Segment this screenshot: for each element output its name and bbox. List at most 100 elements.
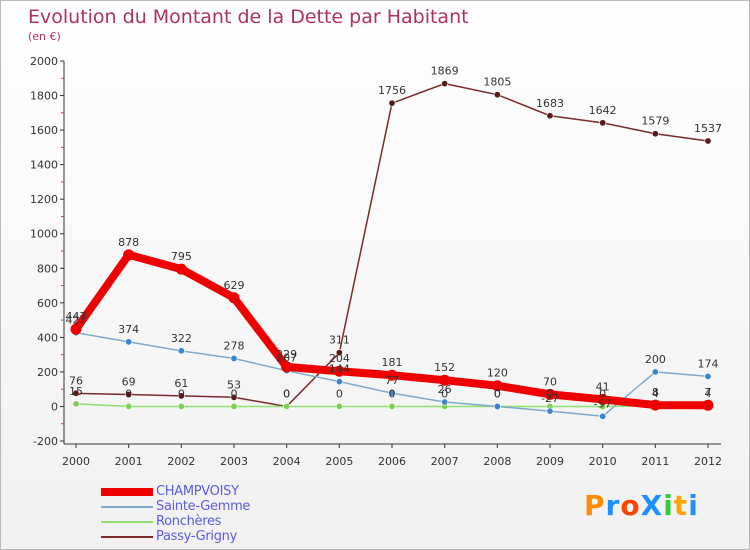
legend-label: CHAMPVOISY bbox=[156, 484, 239, 499]
data-label: 0 bbox=[231, 387, 238, 400]
y-tick-label: 600 bbox=[37, 297, 58, 310]
data-label: 0 bbox=[547, 387, 554, 400]
logo-letter: r bbox=[605, 489, 621, 522]
x-tick-label: 2004 bbox=[273, 455, 301, 468]
chart-title: Evolution du Montant de la Dette par Hab… bbox=[28, 6, 469, 28]
data-label: 53 bbox=[227, 378, 241, 391]
x-tick-label: 2008 bbox=[483, 455, 511, 468]
data-point bbox=[439, 374, 451, 386]
data-point bbox=[230, 354, 238, 362]
data-point bbox=[175, 263, 187, 275]
x-tick-label: 2003 bbox=[220, 455, 248, 468]
logo-letter: P bbox=[584, 489, 606, 522]
data-label: 0 bbox=[494, 387, 501, 400]
data-label: 0 bbox=[283, 387, 290, 400]
data-point bbox=[70, 323, 82, 335]
data-label: 7 bbox=[705, 386, 712, 399]
data-label: 427 bbox=[66, 314, 87, 327]
data-point bbox=[125, 338, 133, 346]
data-label: 8 bbox=[652, 386, 659, 399]
data-label: 204 bbox=[329, 352, 350, 365]
y-tick-label: 2000 bbox=[30, 55, 58, 68]
data-label: 120 bbox=[487, 367, 508, 380]
x-tick-label: 2010 bbox=[589, 455, 617, 468]
y-tick-label: 400 bbox=[37, 331, 58, 344]
chart-axes: -200020040060080010001200140016001800200… bbox=[30, 55, 722, 468]
legend-label: Passy-Grigny bbox=[156, 529, 238, 544]
data-label: 26 bbox=[438, 383, 452, 396]
data-point bbox=[493, 402, 501, 410]
y-tick-label: 1000 bbox=[30, 228, 58, 241]
data-point bbox=[649, 399, 661, 411]
proxiti-logo: ProXiti bbox=[584, 489, 699, 522]
data-label: 311 bbox=[329, 334, 350, 347]
data-label: 69 bbox=[122, 376, 136, 389]
data-label: 795 bbox=[171, 250, 192, 263]
data-label: -57 bbox=[594, 397, 612, 410]
data-label: 1805 bbox=[483, 76, 511, 89]
data-point bbox=[599, 119, 607, 127]
data-point bbox=[702, 399, 714, 411]
x-tick-label: 2011 bbox=[641, 455, 669, 468]
data-label: 1537 bbox=[694, 122, 722, 135]
x-tick-label: 2000 bbox=[62, 455, 90, 468]
data-point bbox=[177, 347, 185, 355]
data-point bbox=[72, 389, 80, 397]
data-label: 0 bbox=[389, 387, 396, 400]
y-tick-label: 1400 bbox=[30, 159, 58, 172]
data-label: 0 bbox=[441, 387, 448, 400]
data-label: 1642 bbox=[589, 104, 617, 117]
data-labels: 76 69 61 5303111756186918051683164215791537… bbox=[66, 65, 723, 411]
data-label: 878 bbox=[118, 236, 139, 249]
logo-letter: o bbox=[620, 489, 641, 522]
data-point bbox=[177, 402, 185, 410]
data-label: 0 bbox=[283, 387, 290, 400]
data-label: 70 bbox=[543, 375, 557, 388]
y-tick-label: 1200 bbox=[30, 193, 58, 206]
data-label: 181 bbox=[382, 356, 403, 369]
data-label: -27 bbox=[541, 392, 559, 405]
data-label: 629 bbox=[224, 279, 245, 292]
data-label: 447 bbox=[66, 310, 87, 323]
data-label: 278 bbox=[224, 339, 245, 352]
data-point bbox=[283, 402, 291, 410]
y-tick-label: 0 bbox=[51, 400, 58, 413]
data-point bbox=[546, 407, 554, 415]
legend-swatch bbox=[101, 536, 153, 538]
data-label: 144 bbox=[329, 363, 350, 376]
data-label: 174 bbox=[698, 357, 719, 370]
y-tick-label: 800 bbox=[37, 262, 58, 275]
series-points bbox=[70, 80, 714, 420]
data-label: 61 bbox=[174, 377, 188, 390]
legend-label: Ronchères bbox=[156, 514, 222, 529]
data-point bbox=[544, 388, 556, 400]
data-label: 15 bbox=[69, 385, 83, 398]
data-point bbox=[228, 292, 240, 304]
data-point bbox=[704, 372, 712, 380]
data-label: 374 bbox=[118, 323, 139, 336]
data-point bbox=[388, 99, 396, 107]
data-label: 1683 bbox=[536, 97, 564, 110]
x-tick-label: 2002 bbox=[167, 455, 195, 468]
y-tick-label: -200 bbox=[33, 435, 58, 448]
logo-letter: t bbox=[673, 489, 689, 522]
data-label: 1579 bbox=[641, 115, 669, 128]
data-label: 1869 bbox=[431, 65, 459, 78]
data-point bbox=[441, 398, 449, 406]
data-label: 0 bbox=[178, 387, 185, 400]
data-point bbox=[335, 378, 343, 386]
data-label: 152 bbox=[434, 361, 455, 374]
data-point bbox=[388, 402, 396, 410]
data-point bbox=[177, 392, 185, 400]
data-point bbox=[704, 137, 712, 145]
data-label: 229 bbox=[276, 348, 297, 361]
data-label: 322 bbox=[171, 332, 192, 345]
y-tick-label: 1800 bbox=[30, 90, 58, 103]
logo-letter: i bbox=[663, 489, 674, 522]
x-tick-label: 2007 bbox=[431, 455, 459, 468]
data-point bbox=[597, 393, 609, 405]
data-point bbox=[491, 380, 503, 392]
data-point bbox=[281, 361, 293, 373]
